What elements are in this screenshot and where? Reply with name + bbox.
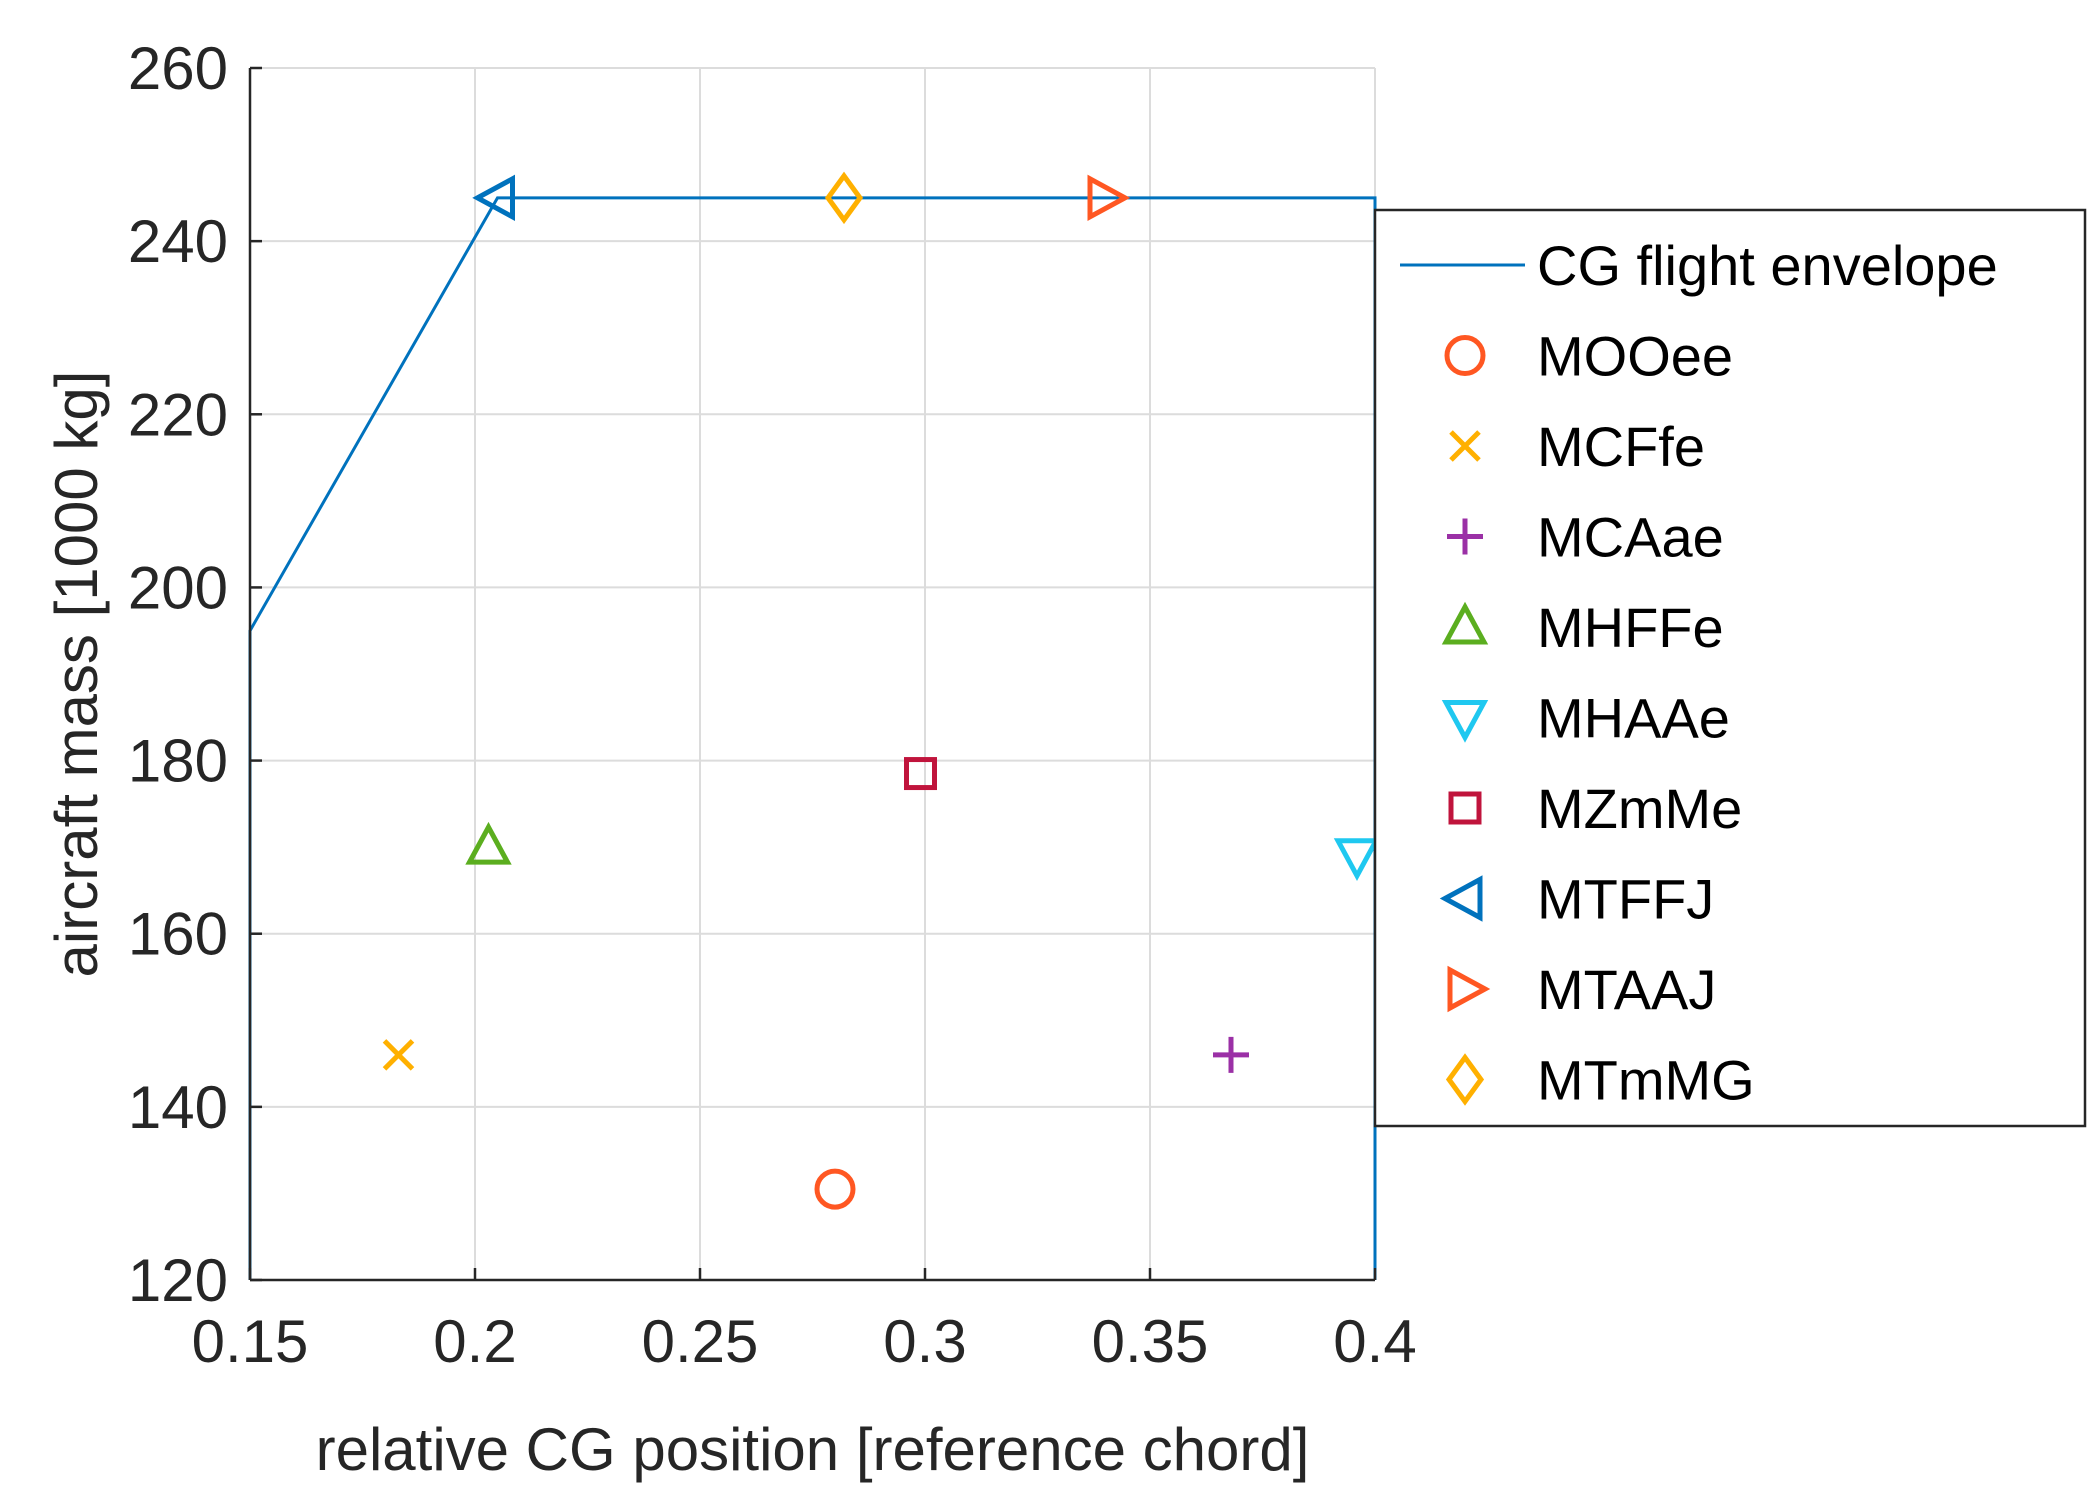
marker-mcffe [382,1039,415,1071]
legend-symbol-mzmme [1448,791,1482,825]
y-tick-label-5: 220 [128,381,228,448]
y-tick-label-1: 140 [128,1074,228,1141]
legend-symbol-mooee [1444,335,1486,376]
tick-labels: 0.15 0.2 0.25 0.3 0.35 0.4 120 140 160 180 200 220 2… [128,35,1417,1375]
legend-label-envelope: CG flight envelope [1537,234,1998,297]
x-tick-label-0: 0.15 [192,1308,309,1375]
legend-box [1373,208,2087,1128]
marker-mhffe [465,821,512,865]
y-axis-title: aircraft mass [1000 kg] [43,371,110,978]
x-tick-label-5: 0.4 [1333,1308,1416,1375]
marker-mtaaj [1087,174,1131,222]
y-tick-label-6: 240 [128,208,228,275]
legend-symbol-mhaae [1441,700,1489,743]
marker-mcaae [1213,1036,1249,1073]
legend-label-mtmmg: MTmMG [1537,1049,1755,1112]
y-tick-label-2: 160 [128,901,228,968]
legend-symbol-mtaaj [1447,965,1491,1013]
legend-label-mtaaj: MTAAJ [1537,958,1716,1021]
legend-label-mzmme: MZmMe [1537,777,1742,840]
legend-label-mcffe: MCFfe [1537,415,1705,478]
grid-lines [249,67,1376,1281]
x-axis-title: relative CG position [reference chord] [316,1416,1310,1483]
legend-symbol-mcaae [1447,518,1483,555]
data-markers [382,171,1381,1210]
marker-mhaae [1333,838,1381,882]
y-tick-label-3: 180 [128,728,228,795]
legend-symbol-mtffj [1439,875,1483,922]
y-tick-label-7: 260 [128,35,228,102]
legend-label-mhffe: MHFFe [1537,596,1724,659]
marker-mooee [814,1168,856,1210]
legend-symbol-mtmmg [1445,1053,1485,1106]
envelope-layer [248,196,1377,1280]
cg-flight-envelope-line [248,196,1377,1280]
y-tick-label-0: 120 [128,1247,228,1314]
marker-mtffj [472,174,515,222]
axes [248,66,1377,1282]
legend: CG flight envelope MOOee MCFfe MCAae MHFFe MH… [1373,208,2087,1128]
x-tick-label-1: 0.2 [433,1308,516,1375]
legend-symbol-mhffe [1441,601,1489,645]
legend-symbol-mcffe [1449,430,1481,462]
legend-label-mtffj: MTFFJ [1537,868,1714,931]
marker-mzmme [904,757,937,791]
marker-mtmmg [824,171,864,225]
legend-label-mcaae: MCAae [1537,506,1724,569]
x-tick-label-2: 0.25 [642,1308,759,1375]
legend-label-mooee: MOOee [1537,325,1733,388]
legend-label-mhaae: MHAAe [1537,687,1730,750]
y-tick-label-4: 200 [128,554,228,621]
x-tick-label-3: 0.3 [883,1308,966,1375]
x-tick-label-4: 0.35 [1092,1308,1209,1375]
